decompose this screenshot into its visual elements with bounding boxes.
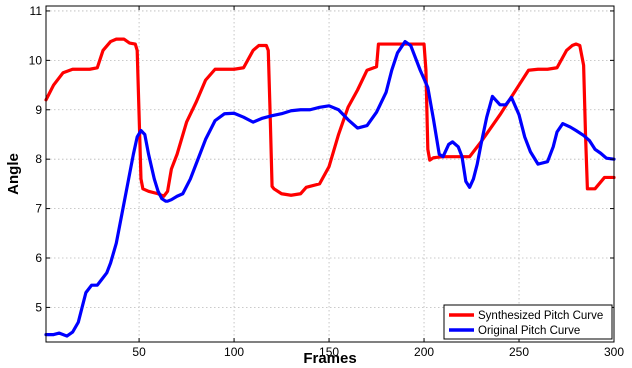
legend: Synthesized Pitch Curve Original Pitch C…: [443, 304, 613, 340]
y-tick-label: 6: [35, 251, 42, 265]
legend-label-synthesized: Synthesized Pitch Curve: [478, 310, 603, 322]
y-tick-label: 7: [35, 202, 42, 216]
plot-frame: [45, 5, 615, 343]
x-tick-label: 250: [509, 345, 529, 359]
synthesized-pitch-curve: [44, 37, 616, 198]
y-axis-label: Angle: [5, 153, 22, 195]
legend-label-original: Original Pitch Curve: [478, 325, 580, 337]
x-tick-label: 200: [414, 345, 434, 359]
y-tick-label: 11: [30, 4, 43, 18]
original-pitch-curve: [44, 39, 616, 338]
y-tick-label: 8: [35, 152, 42, 166]
x-tick-label: 50: [132, 345, 146, 359]
y-tick-label: 5: [35, 300, 42, 314]
series-layer: [44, 37, 616, 338]
x-tick-label: 150: [319, 345, 339, 359]
x-tick-label: 300: [604, 345, 624, 359]
y-tick-label: 10: [29, 53, 43, 67]
x-axis-label: Frames: [303, 350, 356, 367]
y-tick-label: 9: [35, 103, 42, 117]
x-tick-label: 100: [224, 345, 244, 359]
legend-box: [443, 304, 613, 340]
axis-ticks: 50 100 150 200 250 300 5 6 7 8 9 10 11: [29, 4, 625, 359]
